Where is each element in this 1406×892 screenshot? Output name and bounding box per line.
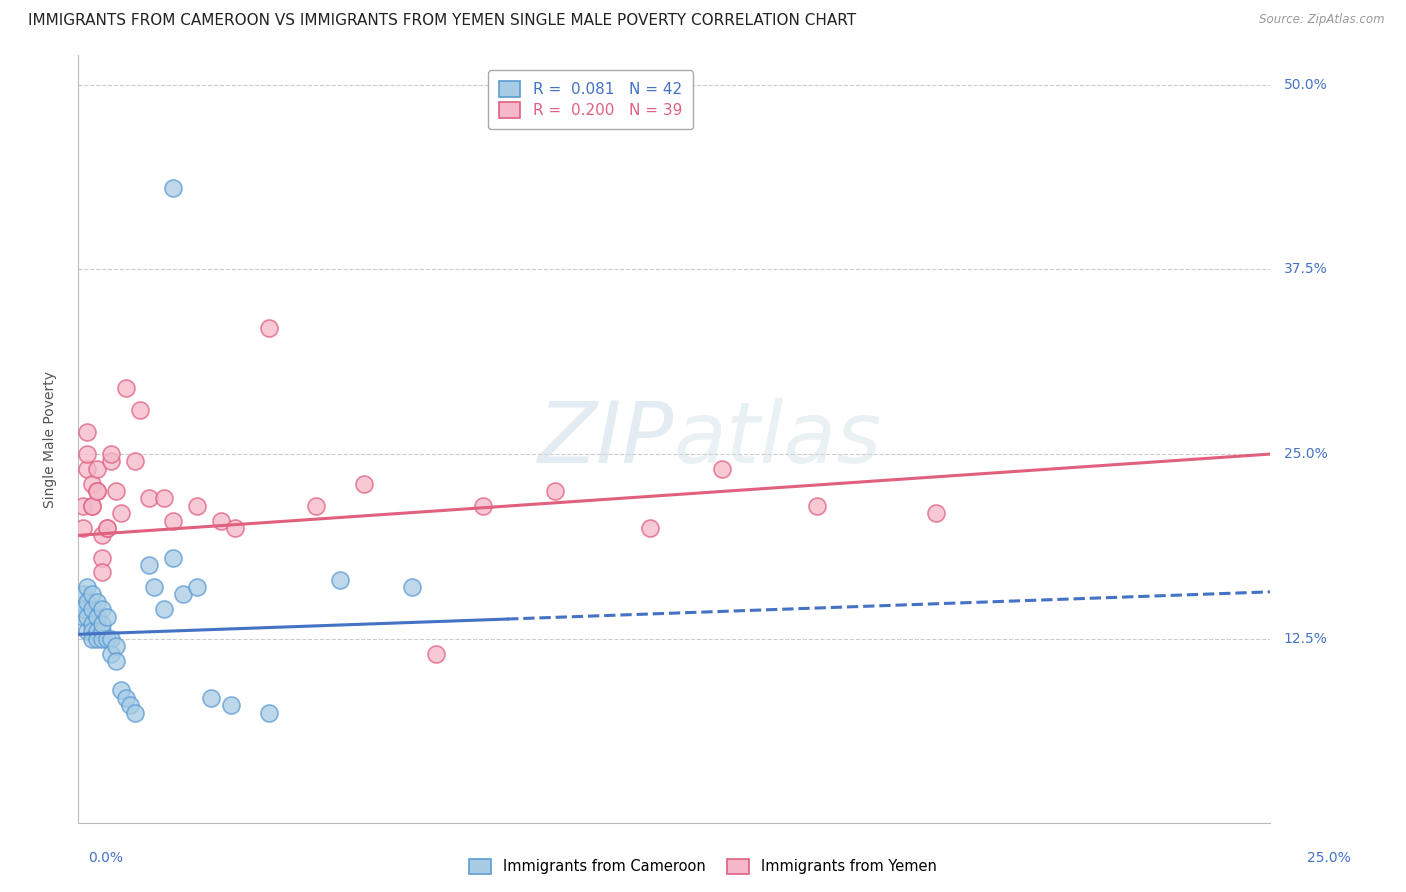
- Point: [129, 402, 152, 417]
- Point: [76, 580, 98, 594]
- Point: [86, 609, 108, 624]
- Point: [72, 609, 94, 624]
- Y-axis label: Single Male Poverty: Single Male Poverty: [44, 371, 58, 508]
- Point: [329, 573, 352, 587]
- Point: [76, 609, 98, 624]
- Point: [425, 647, 447, 661]
- Point: [120, 698, 142, 713]
- Point: [86, 624, 108, 639]
- Point: [200, 690, 222, 705]
- Point: [209, 514, 232, 528]
- Point: [86, 462, 108, 476]
- Point: [152, 491, 174, 506]
- Point: [96, 632, 118, 646]
- Point: [96, 521, 118, 535]
- Text: IMMIGRANTS FROM CAMEROON VS IMMIGRANTS FROM YEMEN SINGLE MALE POVERTY CORRELATIO: IMMIGRANTS FROM CAMEROON VS IMMIGRANTS F…: [28, 13, 856, 29]
- Point: [152, 602, 174, 616]
- Point: [82, 499, 104, 513]
- Point: [472, 499, 495, 513]
- Point: [806, 499, 828, 513]
- Point: [96, 521, 118, 535]
- Point: [110, 506, 132, 520]
- Point: [90, 617, 112, 632]
- Text: 37.5%: 37.5%: [1284, 262, 1327, 277]
- Point: [90, 550, 112, 565]
- Point: [544, 483, 567, 498]
- Point: [138, 558, 160, 572]
- Point: [72, 499, 94, 513]
- Point: [162, 181, 184, 195]
- Point: [72, 521, 94, 535]
- Point: [124, 454, 146, 468]
- Point: [76, 624, 98, 639]
- Point: [186, 580, 208, 594]
- Point: [124, 706, 146, 720]
- Point: [114, 381, 136, 395]
- Point: [100, 647, 122, 661]
- Point: [82, 602, 104, 616]
- Point: [96, 609, 118, 624]
- Point: [90, 602, 112, 616]
- Point: [82, 624, 104, 639]
- Point: [82, 632, 104, 646]
- Point: [76, 425, 98, 439]
- Point: [86, 595, 108, 609]
- Text: 25.0%: 25.0%: [1284, 447, 1327, 461]
- Point: [186, 499, 208, 513]
- Point: [143, 580, 166, 594]
- Text: 0.0%: 0.0%: [89, 851, 122, 865]
- Point: [105, 639, 128, 653]
- Point: [82, 617, 104, 632]
- Point: [257, 706, 280, 720]
- Point: [100, 447, 122, 461]
- Point: [638, 521, 661, 535]
- Text: 12.5%: 12.5%: [1284, 632, 1327, 646]
- Text: Source: ZipAtlas.com: Source: ZipAtlas.com: [1260, 13, 1385, 27]
- Point: [82, 476, 104, 491]
- Point: [86, 483, 108, 498]
- Point: [90, 624, 112, 639]
- Text: ZIP: ZIP: [537, 398, 673, 481]
- Text: 25.0%: 25.0%: [1306, 851, 1351, 865]
- Point: [76, 462, 98, 476]
- Point: [162, 550, 184, 565]
- Point: [172, 587, 194, 601]
- Point: [90, 632, 112, 646]
- Point: [110, 683, 132, 698]
- Point: [90, 528, 112, 542]
- Point: [353, 476, 375, 491]
- Legend: Immigrants from Cameroon, Immigrants from Yemen: Immigrants from Cameroon, Immigrants fro…: [464, 853, 942, 880]
- Point: [82, 587, 104, 601]
- Point: [100, 632, 122, 646]
- Text: atlas: atlas: [673, 398, 882, 481]
- Point: [72, 602, 94, 616]
- Point: [257, 321, 280, 335]
- Point: [86, 632, 108, 646]
- Point: [76, 447, 98, 461]
- Point: [105, 483, 128, 498]
- Point: [114, 690, 136, 705]
- Point: [224, 521, 246, 535]
- Point: [138, 491, 160, 506]
- Point: [76, 595, 98, 609]
- Text: 50.0%: 50.0%: [1284, 78, 1327, 92]
- Point: [82, 499, 104, 513]
- Point: [219, 698, 242, 713]
- Point: [305, 499, 328, 513]
- Point: [710, 462, 733, 476]
- Point: [162, 514, 184, 528]
- Point: [90, 566, 112, 580]
- Point: [105, 654, 128, 668]
- Legend: R =  0.081   N = 42, R =  0.200   N = 39: R = 0.081 N = 42, R = 0.200 N = 39: [488, 70, 693, 129]
- Point: [100, 454, 122, 468]
- Point: [925, 506, 948, 520]
- Point: [401, 580, 423, 594]
- Point: [72, 587, 94, 601]
- Point: [86, 483, 108, 498]
